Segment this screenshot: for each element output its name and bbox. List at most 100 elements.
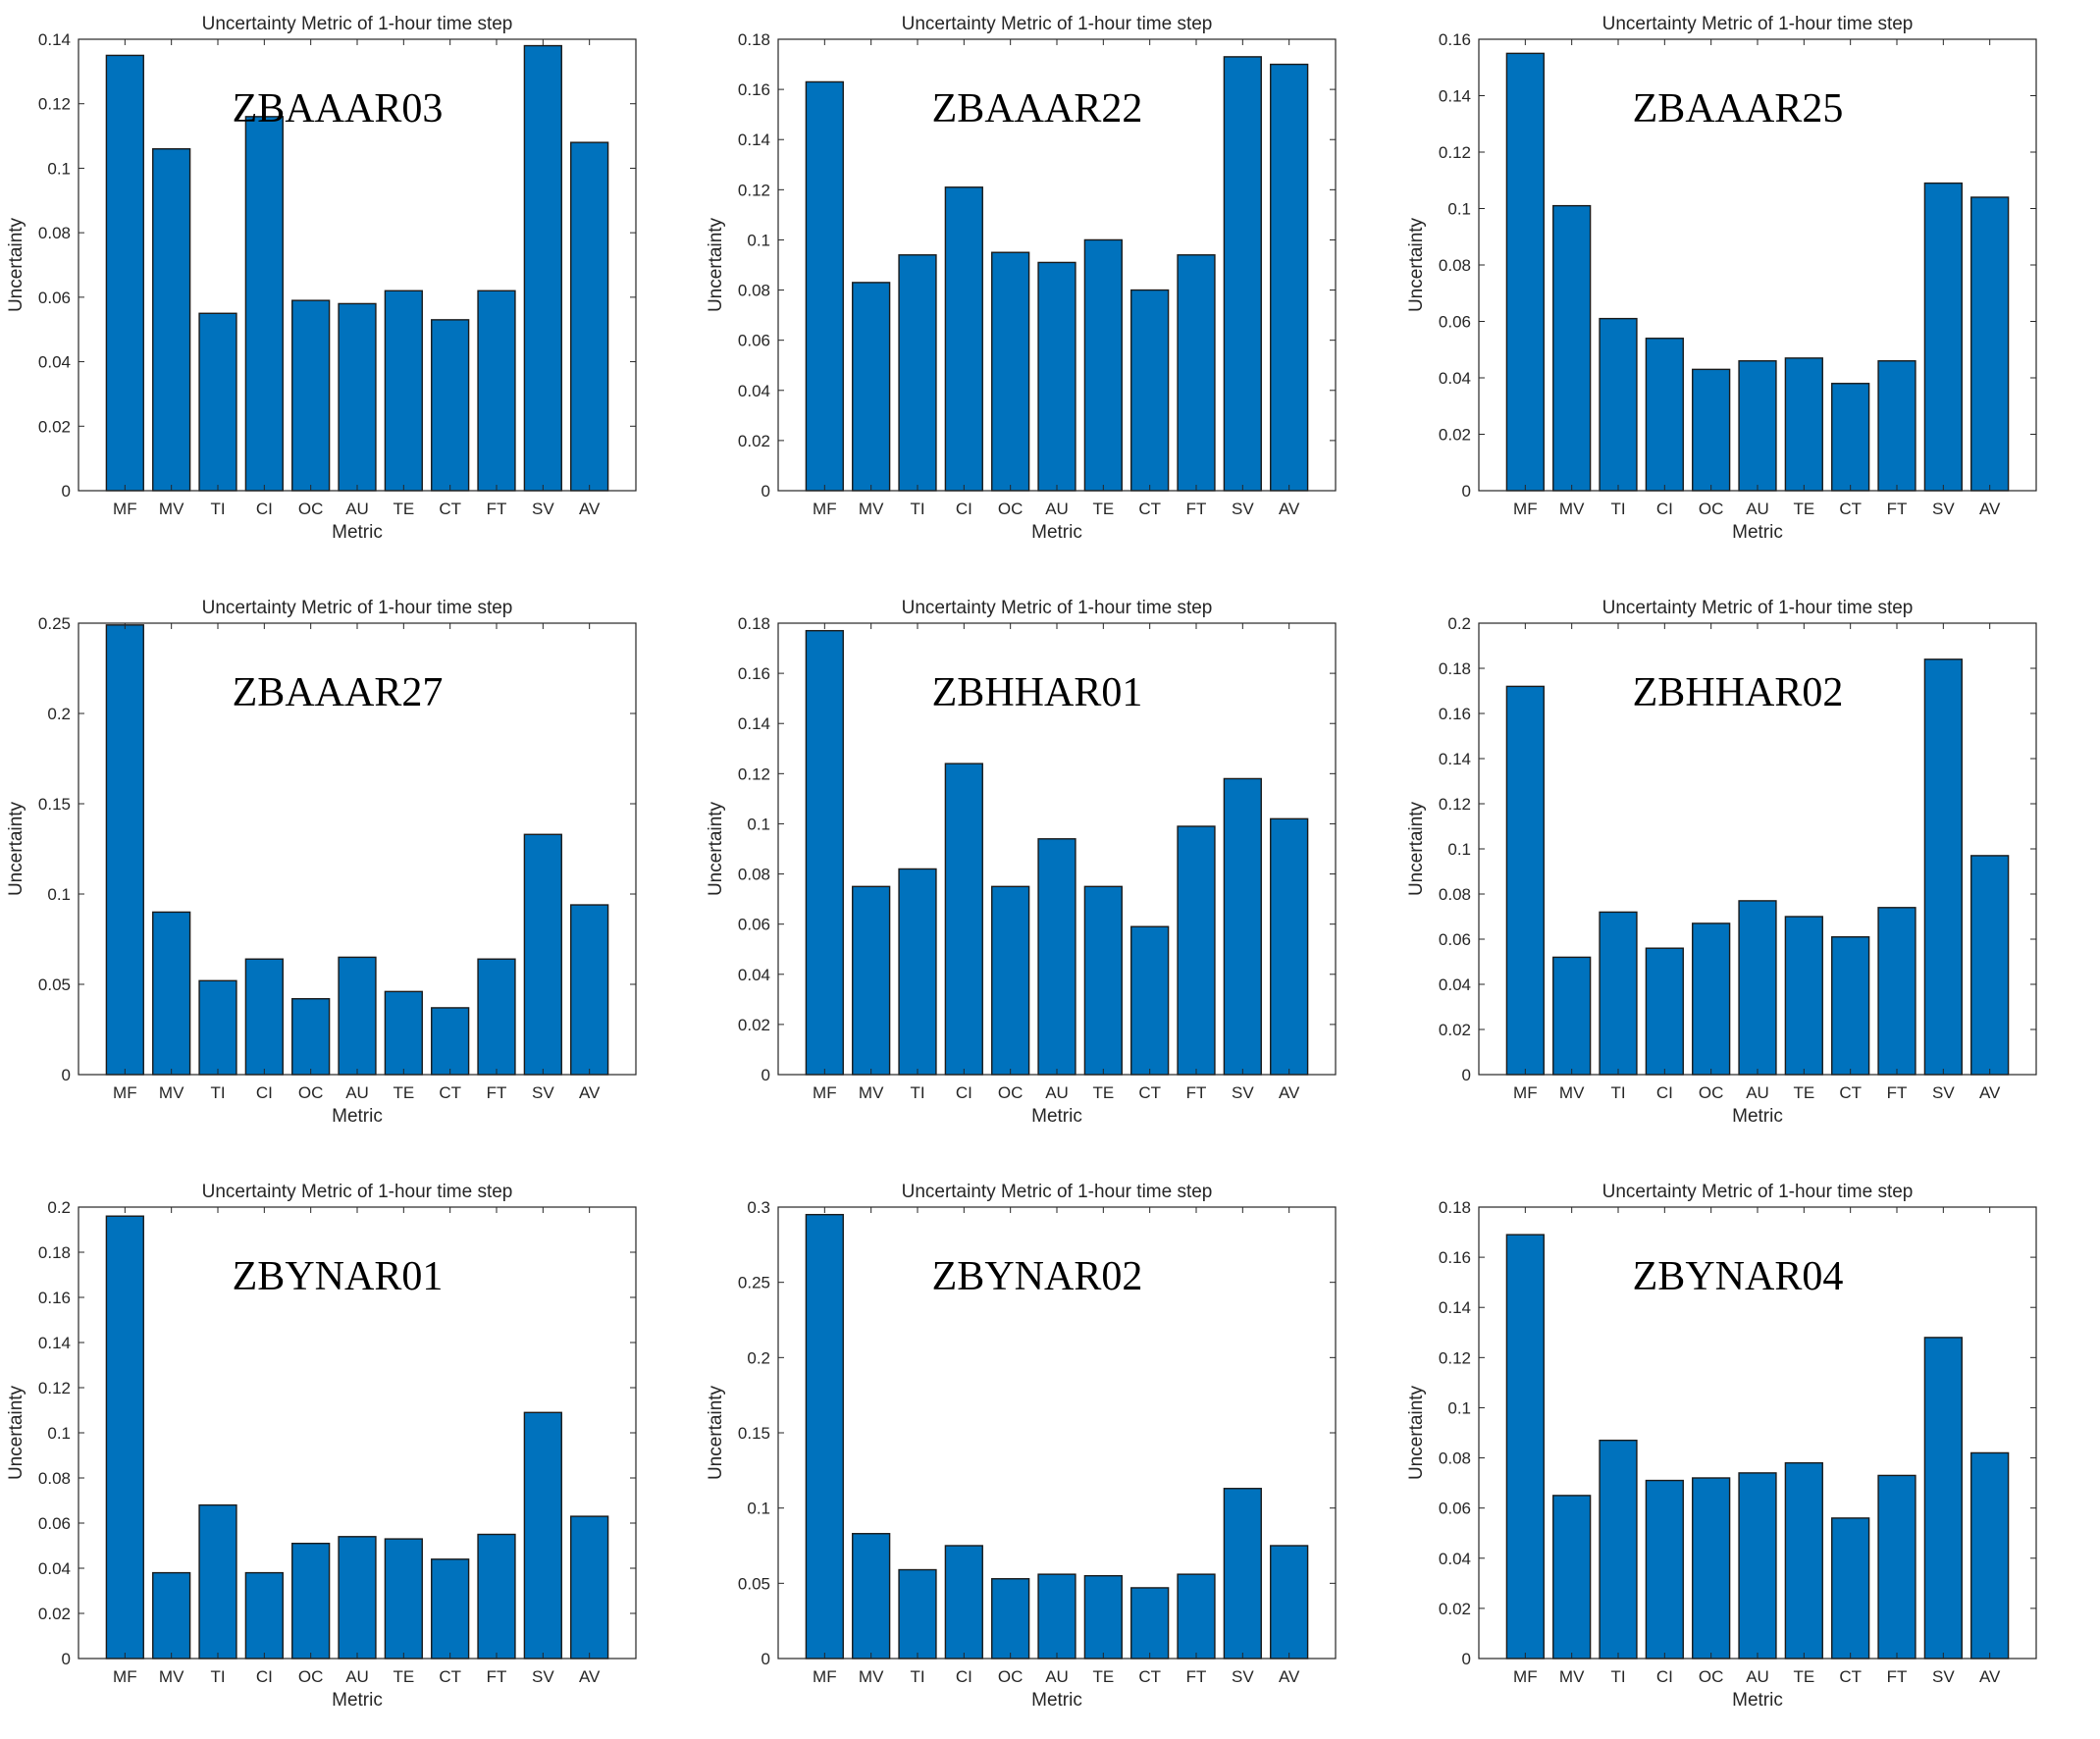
x-tick-label: CI	[1656, 500, 1673, 518]
bar-sv	[523, 1411, 562, 1660]
y-tick-label: 0.02	[1439, 1600, 1471, 1618]
y-tick-label: 0.08	[1439, 1449, 1471, 1468]
bar-ct	[1130, 925, 1170, 1076]
x-tick-label: CI	[1656, 1667, 1673, 1686]
y-tick-label: 0.06	[1439, 313, 1471, 332]
station-label: ZBAAAR22	[932, 86, 1143, 132]
bar-oc	[991, 1578, 1030, 1660]
y-tick-label: 0.18	[1439, 659, 1471, 678]
bar-oc	[1692, 1477, 1731, 1660]
bar-chart: Uncertainty Metric of 1-hour time step 0 0…	[1406, 1182, 2037, 1711]
x-tick-label: TE	[393, 1083, 414, 1102]
axes-frame	[1478, 1206, 2037, 1660]
chart-title: Uncertainty Metric of 1-hour time step	[202, 1182, 513, 1202]
y-tick-label: 0.15	[738, 1424, 770, 1443]
y-tick-label: 0.08	[738, 866, 770, 884]
bar-mf	[805, 1213, 844, 1660]
x-tick-label: OC	[998, 1667, 1024, 1686]
bar-chart: Uncertainty Metric of 1-hour time step 0 0…	[6, 1182, 637, 1711]
x-tick-label: MV	[1559, 1083, 1585, 1102]
axes-frame	[78, 622, 637, 1076]
y-tick-label: 0.08	[38, 224, 71, 242]
x-tick-label: TE	[393, 500, 414, 518]
station-label: ZBAAAR25	[1633, 86, 1844, 132]
x-tick-label: AV	[1279, 1667, 1300, 1686]
x-tick-label: AU	[345, 1667, 369, 1686]
y-tick-label: 0	[62, 1066, 71, 1084]
x-tick-label: CI	[256, 500, 273, 518]
x-tick-label: CI	[256, 1083, 273, 1102]
x-tick-label: AV	[1979, 500, 2001, 518]
bar-oc	[291, 1543, 331, 1660]
x-axis-label: Metric	[1732, 522, 1783, 543]
bar-sv	[523, 833, 562, 1076]
x-tick-label: SV	[1232, 1667, 1254, 1686]
x-tick-label: OC	[1699, 1667, 1724, 1686]
x-tick-label: CT	[439, 1083, 461, 1102]
axes-frame	[777, 622, 1337, 1076]
x-axis-label: Metric	[332, 1106, 383, 1127]
axes-frame	[1478, 38, 2037, 492]
x-tick-label: AV	[579, 500, 601, 518]
y-tick-label: 0.12	[738, 764, 770, 783]
y-tick-label: 0.25	[738, 1274, 770, 1292]
bar-ft	[477, 290, 516, 492]
x-axis-label: Metric	[332, 522, 383, 543]
y-tick-label: 0.04	[738, 966, 770, 984]
x-tick-label: SV	[1932, 500, 1955, 518]
y-tick-label: 0.14	[738, 714, 770, 733]
y-tick-label: 0	[1462, 1650, 1471, 1668]
axes-frame	[78, 1206, 637, 1660]
bar-ti	[1599, 911, 1638, 1076]
x-tick-label: CT	[1138, 500, 1161, 518]
bar-ti	[198, 312, 237, 492]
axes-frame	[1478, 622, 2037, 1076]
y-tick-label: 0.16	[38, 1289, 71, 1307]
x-tick-label: CT	[439, 500, 461, 518]
y-tick-label: 0.02	[1439, 426, 1471, 445]
bar-av	[1970, 1451, 2010, 1660]
bar-mf	[1505, 685, 1545, 1076]
bar-ti	[198, 979, 237, 1076]
x-tick-label: TE	[1092, 500, 1114, 518]
bar-oc	[291, 299, 331, 492]
y-axis-label: Uncertainty	[706, 217, 726, 312]
x-tick-label: MV	[159, 500, 184, 518]
x-tick-label: AU	[1045, 500, 1069, 518]
chart-title: Uncertainty Metric of 1-hour time step	[202, 14, 513, 34]
chart-title: Uncertainty Metric of 1-hour time step	[902, 598, 1213, 618]
y-tick-label: 0.04	[1439, 369, 1471, 388]
bar-ci	[944, 763, 983, 1076]
chart-title: Uncertainty Metric of 1-hour time step	[1602, 1182, 1914, 1202]
x-tick-label: TE	[1793, 500, 1814, 518]
x-tick-label: OC	[298, 1667, 324, 1686]
bar-av	[570, 141, 609, 492]
x-tick-label: MF	[1513, 500, 1538, 518]
x-tick-label: SV	[1932, 1667, 1955, 1686]
y-tick-label: 0.1	[47, 1424, 71, 1443]
x-tick-label: CT	[1839, 1083, 1862, 1102]
bar-av	[570, 904, 609, 1076]
bar-av	[570, 1515, 609, 1660]
x-tick-label: MF	[1513, 1667, 1538, 1686]
x-tick-label: AU	[1746, 500, 1769, 518]
y-tick-label: 0.16	[1439, 1248, 1471, 1267]
y-tick-label: 0.14	[38, 1334, 71, 1352]
chart-panel-zbynar02: Uncertainty Metric of 1-hour time step 0 0…	[700, 1168, 1399, 1739]
bar-ft	[1177, 254, 1216, 492]
y-tick-label: 0.2	[747, 1348, 770, 1367]
bar-ct	[1831, 936, 1870, 1076]
y-tick-label: 0.06	[38, 1514, 71, 1533]
bar-mv	[152, 148, 191, 492]
bar-sv	[1223, 1488, 1262, 1660]
x-tick-label: MV	[859, 1083, 884, 1102]
y-tick-label: 0.14	[1439, 1298, 1471, 1317]
y-tick-label: 0.1	[47, 885, 71, 904]
y-tick-label: 0.08	[1439, 885, 1471, 904]
y-tick-label: 0	[761, 1650, 770, 1668]
y-axis-label: Uncertainty	[1406, 1385, 1427, 1480]
bar-ti	[1599, 317, 1638, 492]
x-tick-label: MV	[159, 1083, 184, 1102]
bar-ft	[1877, 1474, 1916, 1660]
bar-ci	[944, 186, 983, 492]
